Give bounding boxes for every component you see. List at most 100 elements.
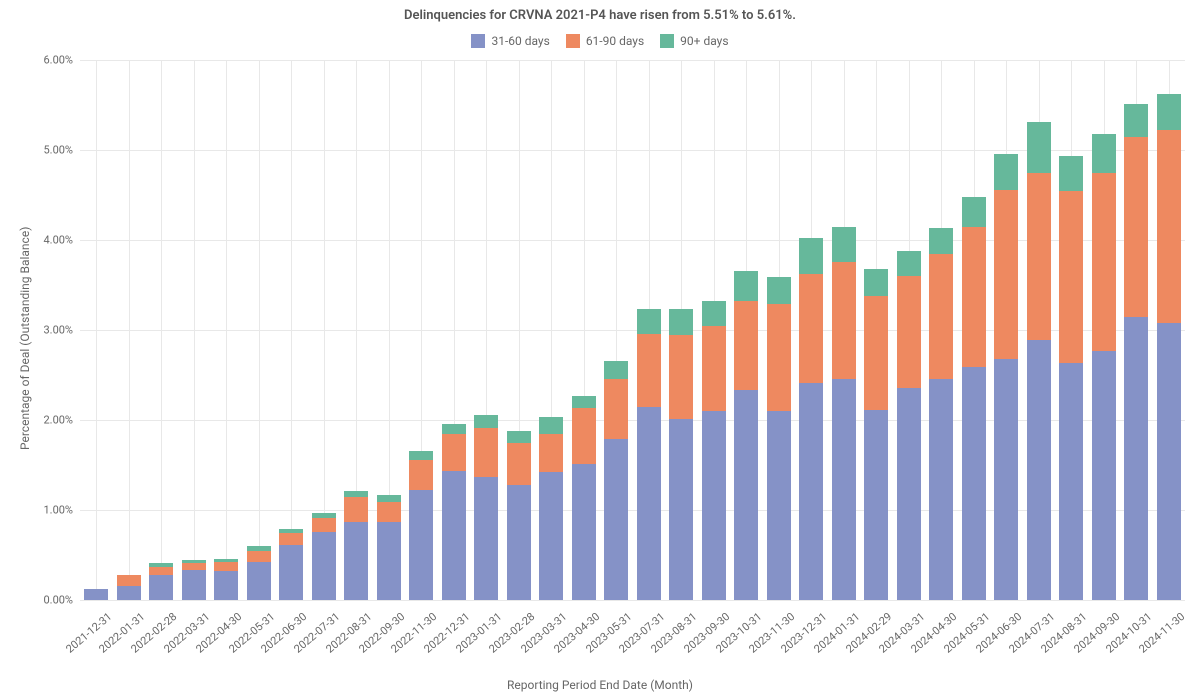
bar-seg-61-90 — [799, 274, 823, 383]
bar-seg-61-90 — [994, 190, 1018, 359]
bar-seg-31-60 — [507, 485, 531, 600]
bar — [344, 491, 368, 600]
bar-seg-90-plus — [1059, 156, 1083, 190]
bar — [897, 251, 921, 600]
y-grid-line — [80, 150, 1185, 151]
bar-seg-31-60 — [539, 472, 563, 600]
bar — [604, 361, 628, 600]
legend-item: 90+ days — [660, 34, 728, 48]
bar-seg-61-90 — [442, 434, 466, 472]
bar-seg-90-plus — [1157, 94, 1181, 130]
bar-seg-61-90 — [409, 460, 433, 491]
bar-seg-61-90 — [702, 326, 726, 412]
bar — [539, 417, 563, 600]
y-tick-label: 3.00% — [25, 324, 73, 337]
bar — [182, 560, 206, 600]
bar-seg-31-60 — [377, 522, 401, 600]
bar-seg-61-90 — [669, 335, 693, 420]
delinquency-chart: Delinquencies for CRVNA 2021-P4 have ris… — [0, 0, 1200, 700]
bar-seg-61-90 — [767, 304, 791, 411]
bar — [377, 495, 401, 600]
bar-seg-31-60 — [1059, 363, 1083, 600]
bar-seg-61-90 — [214, 562, 238, 571]
bar-seg-90-plus — [604, 361, 628, 379]
bar-seg-31-60 — [409, 490, 433, 600]
bar-seg-61-90 — [962, 227, 986, 367]
bar — [409, 451, 433, 600]
bar-seg-90-plus — [1124, 104, 1148, 136]
bar-seg-31-60 — [214, 571, 238, 600]
bar — [279, 529, 303, 600]
bar-seg-90-plus — [832, 227, 856, 262]
bar-seg-61-90 — [344, 497, 368, 521]
bar — [474, 415, 498, 600]
bar-seg-31-60 — [442, 471, 466, 600]
legend-label: 61-90 days — [586, 34, 644, 48]
bar — [442, 424, 466, 600]
bar — [702, 301, 726, 600]
bar-seg-90-plus — [409, 451, 433, 460]
legend-swatch — [471, 34, 485, 48]
bar-seg-61-90 — [832, 262, 856, 379]
bar — [864, 269, 888, 600]
bar-seg-90-plus — [1092, 134, 1116, 174]
bar-seg-90-plus — [1027, 122, 1051, 172]
bar-seg-90-plus — [734, 271, 758, 302]
plot-area — [80, 60, 1185, 600]
bar-seg-31-60 — [832, 379, 856, 600]
bar — [799, 238, 823, 600]
bar-seg-90-plus — [669, 309, 693, 334]
x-axis-title: Reporting Period End Date (Month) — [0, 678, 1200, 692]
legend-label: 90+ days — [680, 34, 728, 48]
bar-seg-31-60 — [799, 383, 823, 600]
bar — [1059, 156, 1083, 600]
bar-seg-61-90 — [377, 502, 401, 522]
bar-seg-31-60 — [962, 367, 986, 600]
bar-seg-31-60 — [767, 411, 791, 600]
bar-seg-31-60 — [897, 388, 921, 600]
bar-seg-61-90 — [604, 379, 628, 439]
bar-seg-31-60 — [1157, 323, 1181, 600]
bar-seg-31-60 — [247, 562, 271, 600]
y-tick-label: 0.00% — [25, 594, 73, 607]
bar-seg-90-plus — [539, 417, 563, 433]
legend-item: 61-90 days — [566, 34, 644, 48]
bar-seg-61-90 — [897, 276, 921, 388]
bar — [1124, 104, 1148, 600]
bar-seg-61-90 — [929, 254, 953, 378]
bar-seg-31-60 — [669, 419, 693, 600]
y-tick-label: 6.00% — [25, 54, 73, 67]
x-grid-line — [129, 60, 130, 600]
bar-seg-31-60 — [994, 359, 1018, 600]
bar-seg-61-90 — [474, 428, 498, 477]
bar-seg-90-plus — [864, 269, 888, 296]
bar-seg-61-90 — [247, 551, 271, 563]
bar-seg-31-60 — [702, 411, 726, 600]
bar-seg-31-60 — [117, 586, 141, 600]
legend: 31-60 days61-90 days90+ days — [0, 34, 1200, 51]
bar-seg-31-60 — [864, 410, 888, 600]
bar-seg-31-60 — [84, 589, 108, 600]
bar-seg-61-90 — [734, 301, 758, 390]
y-grid-line — [80, 600, 1185, 601]
bar — [669, 309, 693, 600]
bar — [767, 277, 791, 600]
bar-seg-90-plus — [929, 228, 953, 254]
bar-seg-31-60 — [312, 532, 336, 600]
bar-seg-90-plus — [799, 238, 823, 274]
bar-seg-31-60 — [604, 439, 628, 600]
y-grid-line — [80, 510, 1185, 511]
y-tick-label: 5.00% — [25, 144, 73, 157]
x-grid-line — [259, 60, 260, 600]
bar-seg-31-60 — [474, 477, 498, 600]
bar-seg-61-90 — [1124, 137, 1148, 317]
bar-seg-61-90 — [539, 434, 563, 473]
y-tick-label: 2.00% — [25, 414, 73, 427]
bar-seg-31-60 — [637, 407, 661, 600]
bar-seg-90-plus — [637, 309, 661, 333]
bar — [84, 589, 108, 600]
legend-swatch — [660, 34, 674, 48]
bar — [637, 309, 661, 600]
bar-seg-61-90 — [149, 567, 173, 575]
bar-seg-61-90 — [1059, 191, 1083, 364]
